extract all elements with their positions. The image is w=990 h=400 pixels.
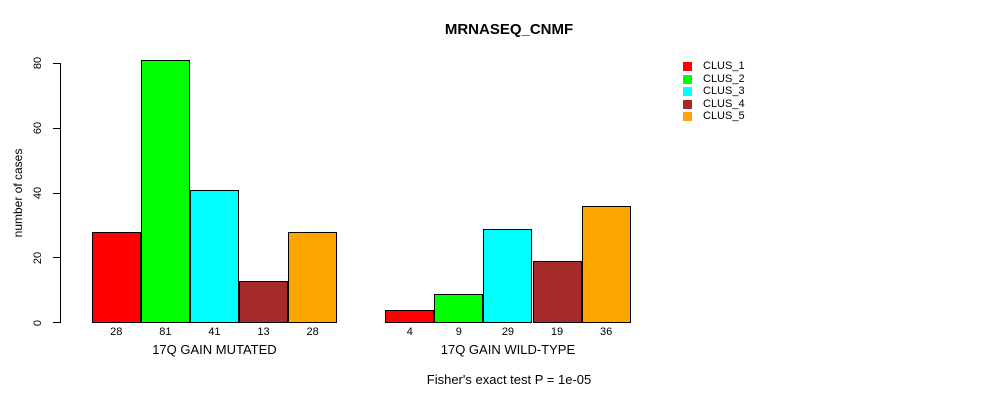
y-tick-mark [53, 127, 60, 129]
chart-title: MRNASEQ_CNMF [444, 21, 574, 38]
y-tick-mark [53, 62, 60, 64]
footnote-text: Fisher's exact test P = 1e-05 [426, 371, 592, 387]
y-tick-label: 20 [32, 251, 44, 264]
legend-swatch [683, 99, 692, 109]
bar-clus_1 [91, 231, 141, 323]
legend-swatch [683, 87, 692, 97]
bar-clus_2 [434, 293, 484, 323]
bar-clus_4 [239, 280, 289, 323]
legend: CLUS_1 CLUS_2 CLUS_3 CLUS_4 CLUS_5 [683, 60, 745, 125]
bar-value-label: 41 [208, 325, 221, 338]
y-axis-line [59, 63, 61, 323]
bar-clus_3 [483, 228, 533, 323]
legend-item: CLUS_3 [683, 85, 745, 98]
bar-value-label: 28 [110, 325, 123, 338]
legend-label: CLUS_1 [703, 60, 745, 72]
legend-item: CLUS_2 [683, 72, 745, 85]
y-tick-label: 0 [32, 319, 44, 326]
y-tick-mark [53, 322, 60, 324]
bar-clus_5 [288, 231, 338, 323]
legend-label: CLUS_2 [703, 72, 745, 85]
bar-value-label: 81 [159, 325, 172, 338]
legend-label: CLUS_3 [703, 85, 745, 98]
legend-swatch [683, 62, 692, 71]
bar-value-label: 36 [600, 325, 613, 338]
bar-clus_2 [140, 60, 190, 323]
bar-clus_5 [581, 205, 631, 323]
bar-value-label: 9 [455, 325, 462, 338]
y-tick-mark [53, 192, 60, 194]
legend-swatch [683, 74, 692, 84]
y-axis-label: number of cases [11, 148, 25, 238]
bar-value-label: 28 [306, 325, 319, 338]
bar-clus_3 [189, 189, 239, 323]
bar-value-label: 19 [550, 325, 564, 338]
bar-clus_4 [532, 261, 582, 323]
y-tick-label: 60 [32, 122, 44, 135]
y-tick-mark [53, 257, 60, 259]
legend-item: CLUS_1 [683, 60, 745, 72]
y-tick-label: 40 [32, 186, 44, 200]
legend-label: CLUS_4 [703, 97, 745, 110]
legend-item: CLUS_5 [683, 110, 745, 123]
x-group-label: 17Q GAIN WILD-TYPE [440, 341, 576, 357]
bar-value-label: 13 [257, 325, 270, 338]
legend-label: CLUS_5 [703, 110, 745, 123]
y-tick-label: 80 [32, 57, 44, 70]
x-group-label: 17Q GAIN MUTATED [152, 341, 277, 357]
bar-value-label: 4 [406, 325, 413, 338]
legend-swatch [683, 112, 692, 122]
bar-value-label: 29 [501, 325, 515, 338]
legend-item: CLUS_4 [683, 97, 745, 110]
bar-clus_1 [385, 309, 435, 323]
